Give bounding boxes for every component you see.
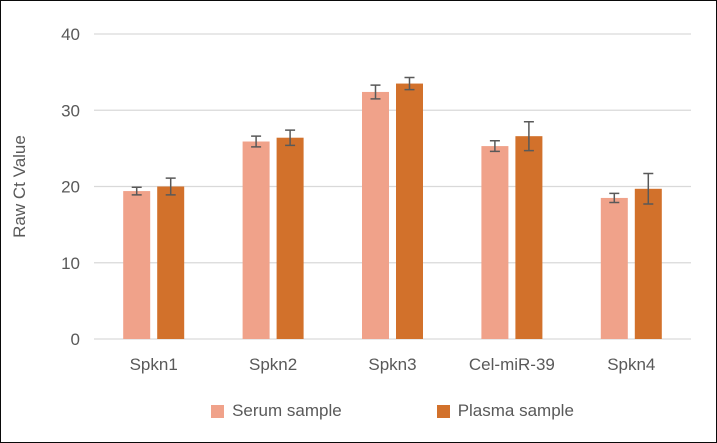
y-tick-label-20: 20 [61,178,80,197]
x-category-label-spkn1: Spkn1 [130,355,178,374]
y-tick-label-0: 0 [71,330,80,349]
legend: Serum sample Plasma sample [94,397,691,425]
error-bar-plasma-spkn3 [404,76,415,91]
x-category-label-cel-mir-39: Cel-miR-39 [469,355,555,374]
legend-swatch-plasma-sample [436,404,450,418]
error-bar-serum-spkn1 [131,186,142,196]
bar-serum-spkn2 [242,141,270,339]
x-category-label-spkn2: Spkn2 [249,355,297,374]
legend-item-serum-sample: Serum sample [211,401,342,421]
legend-item-plasma-sample: Plasma sample [436,401,574,421]
y-axis-title: Raw Ct Value [10,135,29,238]
error-bar-plasma-spkn2 [285,129,296,147]
x-category-label-spkn3: Spkn3 [368,355,416,374]
legend-swatch-serum-sample [211,404,225,418]
bar-plasma-cel-mir-39 [515,136,543,339]
bar-serum-spkn4 [600,197,628,339]
error-bar-plasma-spkn4 [643,172,654,205]
y-tick-label-10: 10 [61,254,80,273]
legend-label-plasma-sample: Plasma sample [457,401,574,420]
bar-plasma-spkn3 [396,83,423,339]
bar-serum-spkn1 [123,191,151,339]
error-bar-plasma-cel-mir-39 [523,120,534,152]
bar-plasma-spkn2 [276,137,304,339]
bar-serum-spkn3 [362,91,389,339]
error-bar-serum-spkn3 [370,84,381,100]
bar-serum-cel-mir-39 [481,146,509,339]
bar-plasma-spkn1 [157,186,185,339]
error-bar-plasma-spkn1 [165,177,176,196]
error-bar-serum-spkn2 [251,135,262,148]
error-bar-serum-cel-mir-39 [489,140,500,153]
error-bar-serum-spkn4 [609,192,620,204]
y-tick-label-40: 40 [61,25,80,44]
y-tick-label-30: 30 [61,101,80,120]
x-category-label-spkn4: Spkn4 [607,355,655,374]
legend-label-serum-sample: Serum sample [232,401,342,420]
bar-plasma-spkn4 [634,188,662,339]
